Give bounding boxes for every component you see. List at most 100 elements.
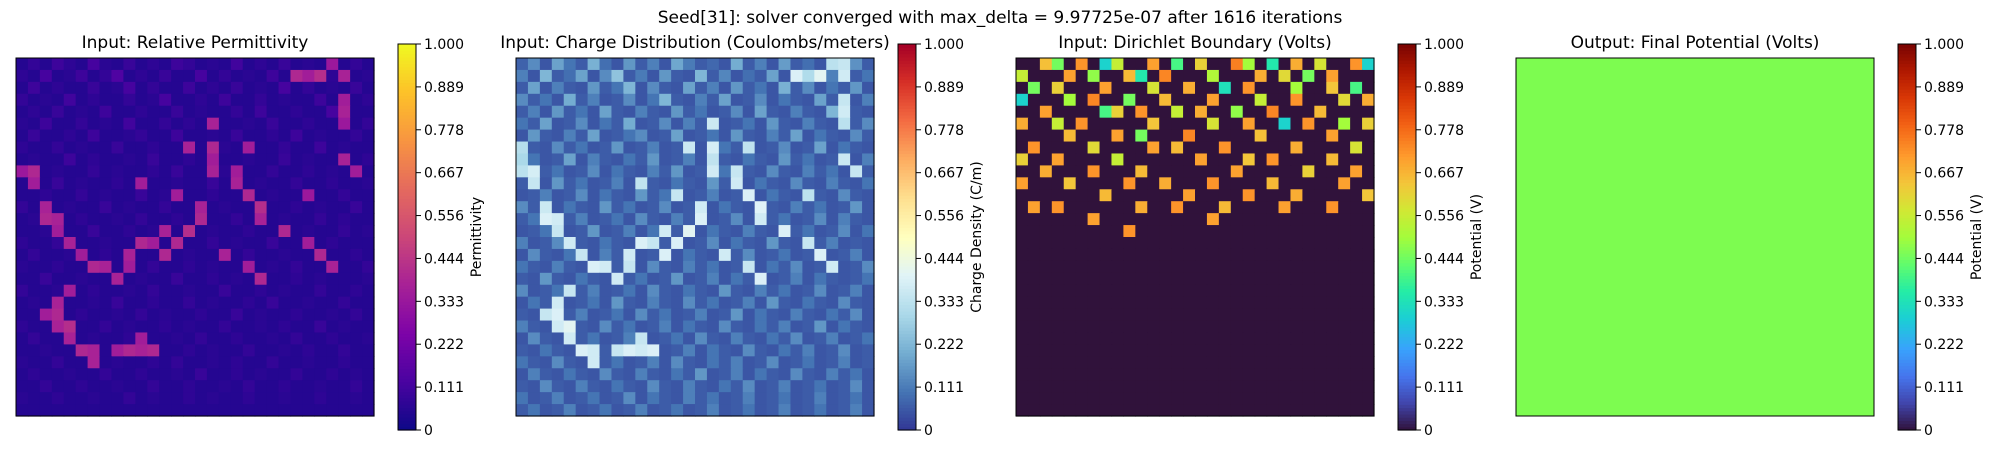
heatmap-cell — [1111, 225, 1124, 238]
heatmap-cell — [1362, 189, 1375, 202]
heatmap-cell — [814, 141, 827, 155]
heatmap-cell — [551, 141, 565, 155]
heatmap-cell — [1326, 177, 1339, 190]
colorbar-step — [1398, 333, 1416, 338]
heatmap-cell — [206, 213, 220, 226]
heatmap-cell — [1314, 141, 1327, 155]
heatmap-cell — [599, 368, 613, 381]
heatmap-cell — [27, 117, 41, 131]
heatmap-cell — [778, 248, 792, 262]
heatmap-cell — [742, 368, 756, 381]
heatmap-cell — [575, 308, 589, 322]
heatmap-cell — [1195, 129, 1208, 143]
colorbar-step — [398, 243, 416, 248]
heatmap-cell — [1039, 368, 1053, 381]
heatmap-cell — [63, 117, 77, 131]
heatmap-cell — [671, 81, 684, 95]
colorbar-step — [1398, 401, 1416, 405]
colorbar-step — [398, 153, 416, 158]
heatmap-cell — [1039, 344, 1053, 357]
heatmap-cell — [850, 165, 863, 178]
heatmap-cell — [599, 260, 613, 274]
heatmap-cell — [195, 332, 208, 345]
heatmap-cell — [1063, 380, 1077, 393]
colorbar-step — [1398, 394, 1416, 399]
heatmap-cell — [1350, 129, 1363, 143]
heatmap-cell — [1183, 296, 1196, 310]
heatmap-cell — [87, 404, 101, 417]
heatmap-cell — [99, 260, 113, 274]
colorbar-step — [1398, 169, 1416, 174]
heatmap-cell — [790, 141, 803, 155]
heatmap-cell — [814, 177, 827, 190]
heatmap-cell — [230, 332, 244, 345]
heatmap-cell — [838, 368, 851, 381]
heatmap-cell — [1230, 213, 1244, 226]
heatmap-cell — [1242, 58, 1256, 71]
heatmap-cell — [123, 260, 136, 274]
heatmap-cell — [814, 189, 827, 202]
heatmap-cell — [242, 356, 256, 369]
colorbar-step — [898, 172, 916, 177]
colorbar: 00.1110.2220.3330.4440.5560.6670.7780.88… — [1897, 37, 1985, 439]
heatmap-cell — [1171, 153, 1184, 166]
colorbar-step — [398, 140, 416, 145]
heatmap-cell — [278, 153, 292, 166]
heatmap-cell — [362, 368, 375, 381]
heatmap-cell — [1314, 368, 1327, 381]
heatmap-cell — [527, 284, 541, 298]
heatmap-cell — [1099, 284, 1113, 298]
heatmap-cell — [623, 201, 636, 214]
heatmap-cell — [218, 165, 232, 178]
heatmap-cell — [171, 165, 184, 178]
heatmap-cell — [147, 213, 160, 226]
heatmap-cell — [230, 165, 244, 178]
heatmap-cell — [99, 189, 113, 202]
heatmap-cell — [1266, 320, 1280, 334]
heatmap-cell — [539, 105, 553, 119]
heatmap-cell — [27, 165, 41, 178]
heatmap-cell — [850, 344, 863, 357]
heatmap-cell — [1087, 165, 1101, 178]
heatmap-cell — [1206, 296, 1220, 310]
heatmap-cell — [1242, 344, 1256, 357]
heatmap-cell — [551, 177, 565, 190]
heatmap-cell — [551, 237, 565, 250]
heatmap-cell — [1230, 93, 1244, 107]
heatmap-cell — [814, 69, 827, 83]
heatmap-cell — [1171, 189, 1184, 202]
heatmap-cell — [242, 320, 256, 334]
heatmap-cell — [1051, 404, 1065, 417]
heatmap-cell — [1159, 153, 1172, 166]
heatmap-cell — [1302, 225, 1315, 238]
heatmap-cell — [539, 368, 553, 381]
heatmap-cell — [1063, 58, 1077, 71]
heatmap-cell — [1338, 129, 1351, 143]
colorbar-step — [1898, 391, 1916, 396]
heatmap-cell — [862, 81, 875, 95]
heatmap-cell — [254, 368, 268, 381]
heatmap-cell — [516, 69, 529, 83]
heatmap-cell — [183, 213, 196, 226]
heatmap-cell — [1254, 225, 1268, 238]
heatmap-cell — [135, 165, 148, 178]
heatmap-cell — [1266, 284, 1280, 298]
heatmap-cell — [814, 129, 827, 143]
heatmap-cell — [206, 308, 220, 322]
heatmap-cell — [826, 58, 839, 71]
heatmap-cell — [623, 153, 636, 166]
heatmap-cell — [99, 93, 113, 107]
heatmap-cell — [1338, 93, 1351, 107]
heatmap-cell — [254, 213, 268, 226]
heatmap-cell — [99, 237, 113, 250]
heatmap-cell — [766, 237, 780, 250]
colorbar-step — [1398, 388, 1416, 392]
heatmap-cell — [683, 93, 696, 107]
heatmap-cell — [266, 81, 280, 95]
heatmap-cell — [1206, 356, 1220, 369]
colorbar-step — [1898, 175, 1916, 180]
heatmap-cell — [1254, 392, 1268, 405]
heatmap-cell — [314, 404, 327, 417]
heatmap-cell — [623, 129, 636, 143]
heatmap-cell — [826, 368, 839, 381]
